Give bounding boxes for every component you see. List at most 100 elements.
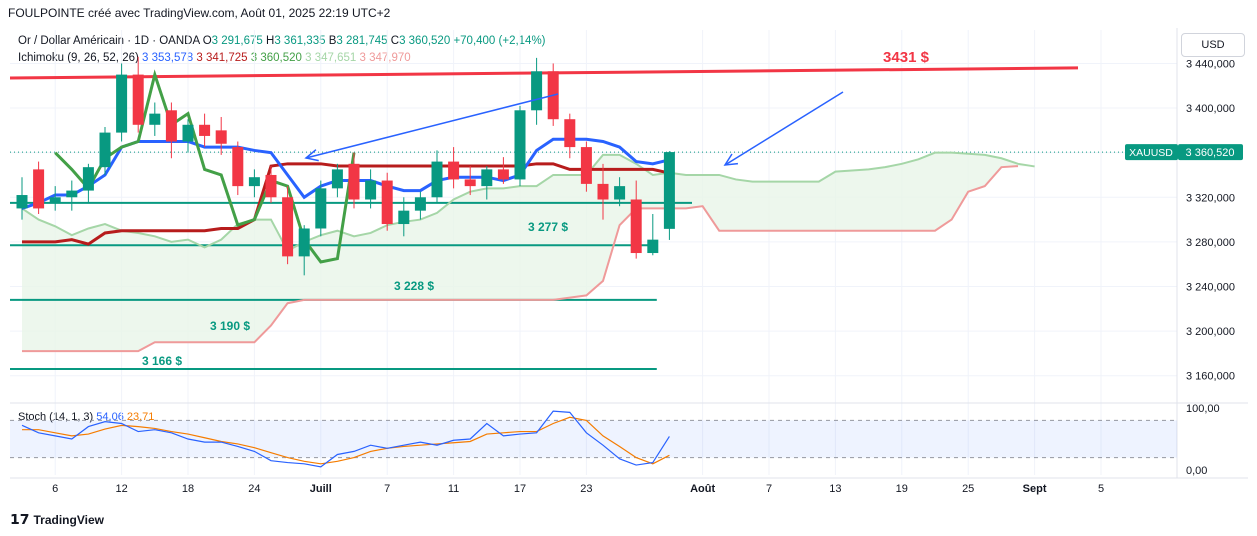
candle-body — [149, 113, 161, 125]
ichimoku-cloud — [22, 152, 1035, 352]
time-axis-label: 5 — [1098, 483, 1104, 495]
price-axis-label: 3 400,000 — [1186, 103, 1235, 115]
candle-body — [564, 119, 576, 148]
chart-header-title: FOULPOINTE créé avec TradingView.com, Ao… — [8, 6, 391, 20]
chikou-value: 3 360,520 — [250, 52, 302, 64]
candle-body — [597, 183, 609, 200]
span-b-value: 3 347,970 — [359, 52, 411, 64]
time-axis-label: 25 — [962, 483, 974, 495]
candle-body — [265, 174, 277, 198]
candle-body — [16, 195, 28, 209]
ichimoku-legend[interactable]: Ichimoku (9, 26, 52, 26) 3 353,578 3 341… — [18, 52, 411, 64]
tradingview-logo-icon: 𝟭𝟳 — [10, 511, 30, 527]
support-level-label: 3 190 $ — [210, 319, 250, 333]
candle-body — [165, 110, 177, 142]
ichimoku-label[interactable]: Ichimoku (9, 26, 52, 26) — [18, 52, 139, 64]
span-a-value: 3 347,651 — [305, 52, 357, 64]
price-tag-value: 3 360,520 — [1186, 147, 1235, 159]
candle-body — [282, 197, 294, 257]
close-value: 3 360,520 — [399, 35, 451, 47]
candle-body — [33, 169, 45, 209]
candle-body — [199, 124, 211, 136]
candle-body — [497, 169, 509, 180]
symbol-name[interactable]: Or / Dollar Américain · 1D · OANDA — [18, 35, 200, 47]
candle-body — [514, 110, 526, 180]
kijun-value: 3 341,725 — [196, 52, 248, 64]
candle-body — [365, 180, 377, 200]
candle-body — [315, 188, 327, 229]
candle-body — [66, 190, 78, 198]
time-axis-label: 24 — [248, 483, 260, 495]
high-label: H — [266, 35, 275, 47]
annotation-arrow-left — [305, 93, 559, 159]
candle-body — [298, 228, 310, 257]
currency-button[interactable]: USD — [1181, 33, 1245, 57]
time-axis-label: 23 — [580, 483, 592, 495]
candle-body — [448, 161, 460, 180]
candle-body — [481, 169, 493, 187]
time-axis-label: 12 — [115, 483, 127, 495]
candle-body — [182, 124, 194, 142]
price-tag-symbol: XAUUSD — [1129, 147, 1173, 159]
annotation-arrow-right — [724, 91, 844, 166]
candle-body — [381, 180, 393, 225]
annotation-arrow-right-head — [723, 153, 739, 166]
candle-body — [398, 210, 410, 225]
price-axis-label: 3 280,000 — [1186, 237, 1235, 249]
resistance-line — [9, 66, 1079, 80]
time-axis-label: 6 — [52, 483, 58, 495]
candle-body — [331, 169, 343, 189]
time-axis-label: 18 — [182, 483, 194, 495]
tradingview-logo[interactable]: 𝟭𝟳 TradingView — [10, 511, 104, 528]
candle-body — [49, 197, 61, 203]
candle-body — [348, 163, 360, 200]
stoch-axis-label: 100,00 — [1186, 403, 1220, 415]
time-axis-label: 7 — [384, 483, 390, 495]
price-axis-label: 3 240,000 — [1186, 281, 1235, 293]
low-label: B — [328, 35, 337, 47]
candle-body — [663, 152, 675, 229]
candle-body — [614, 186, 626, 200]
open-label: O — [202, 35, 212, 47]
candle-body — [464, 179, 476, 187]
ichimoku-span-b-line — [22, 165, 1019, 353]
candle-body — [248, 177, 260, 187]
tenkan-value: 3 353,578 — [142, 52, 194, 64]
time-axis-label: 7 — [766, 483, 772, 495]
candle-body — [431, 161, 443, 198]
stoch-axis-label: 0,00 — [1186, 465, 1207, 477]
candle-body — [232, 147, 244, 187]
time-axis-label: 17 — [514, 483, 526, 495]
open-value: 3 291,675 — [211, 35, 263, 47]
candle-body — [82, 167, 94, 191]
time-axis-label: Juill — [310, 483, 332, 495]
kijun-line — [22, 162, 670, 246]
candle-body — [99, 132, 111, 168]
annotation-arrow-left-head — [304, 149, 319, 162]
support-level-label: 3 228 $ — [394, 279, 434, 293]
support-level-label: 3 166 $ — [142, 354, 182, 368]
time-axis-label: 11 — [448, 483, 459, 495]
low-value: 3 281,745 — [336, 35, 388, 47]
candle-body — [215, 130, 227, 144]
time-axis-label: Sept — [1023, 483, 1047, 495]
symbol-legend[interactable]: Or / Dollar Américain · 1D · OANDA O3 29… — [18, 35, 546, 47]
price-axis-label: 3 440,000 — [1186, 58, 1235, 70]
price-axis-label: 3 160,000 — [1186, 371, 1235, 383]
change-value: +70,400 (+2,14%) — [453, 35, 546, 47]
candle-body — [647, 239, 659, 254]
stoch-band-fill — [10, 420, 1177, 458]
time-axis-label: Août — [690, 483, 715, 495]
candle-body — [116, 74, 128, 133]
resistance-label: 3431 $ — [883, 49, 930, 66]
candle-body — [580, 147, 592, 184]
candle-body — [531, 71, 543, 111]
high-value: 3 361,335 — [274, 35, 326, 47]
price-tag-value-box — [1178, 144, 1243, 161]
stoch-k-line — [21, 410, 670, 468]
candle-body — [630, 199, 642, 254]
candle-body — [132, 74, 144, 125]
price-tag-symbol-box — [1125, 144, 1178, 161]
support-level-label: 3 277 $ — [528, 220, 568, 234]
